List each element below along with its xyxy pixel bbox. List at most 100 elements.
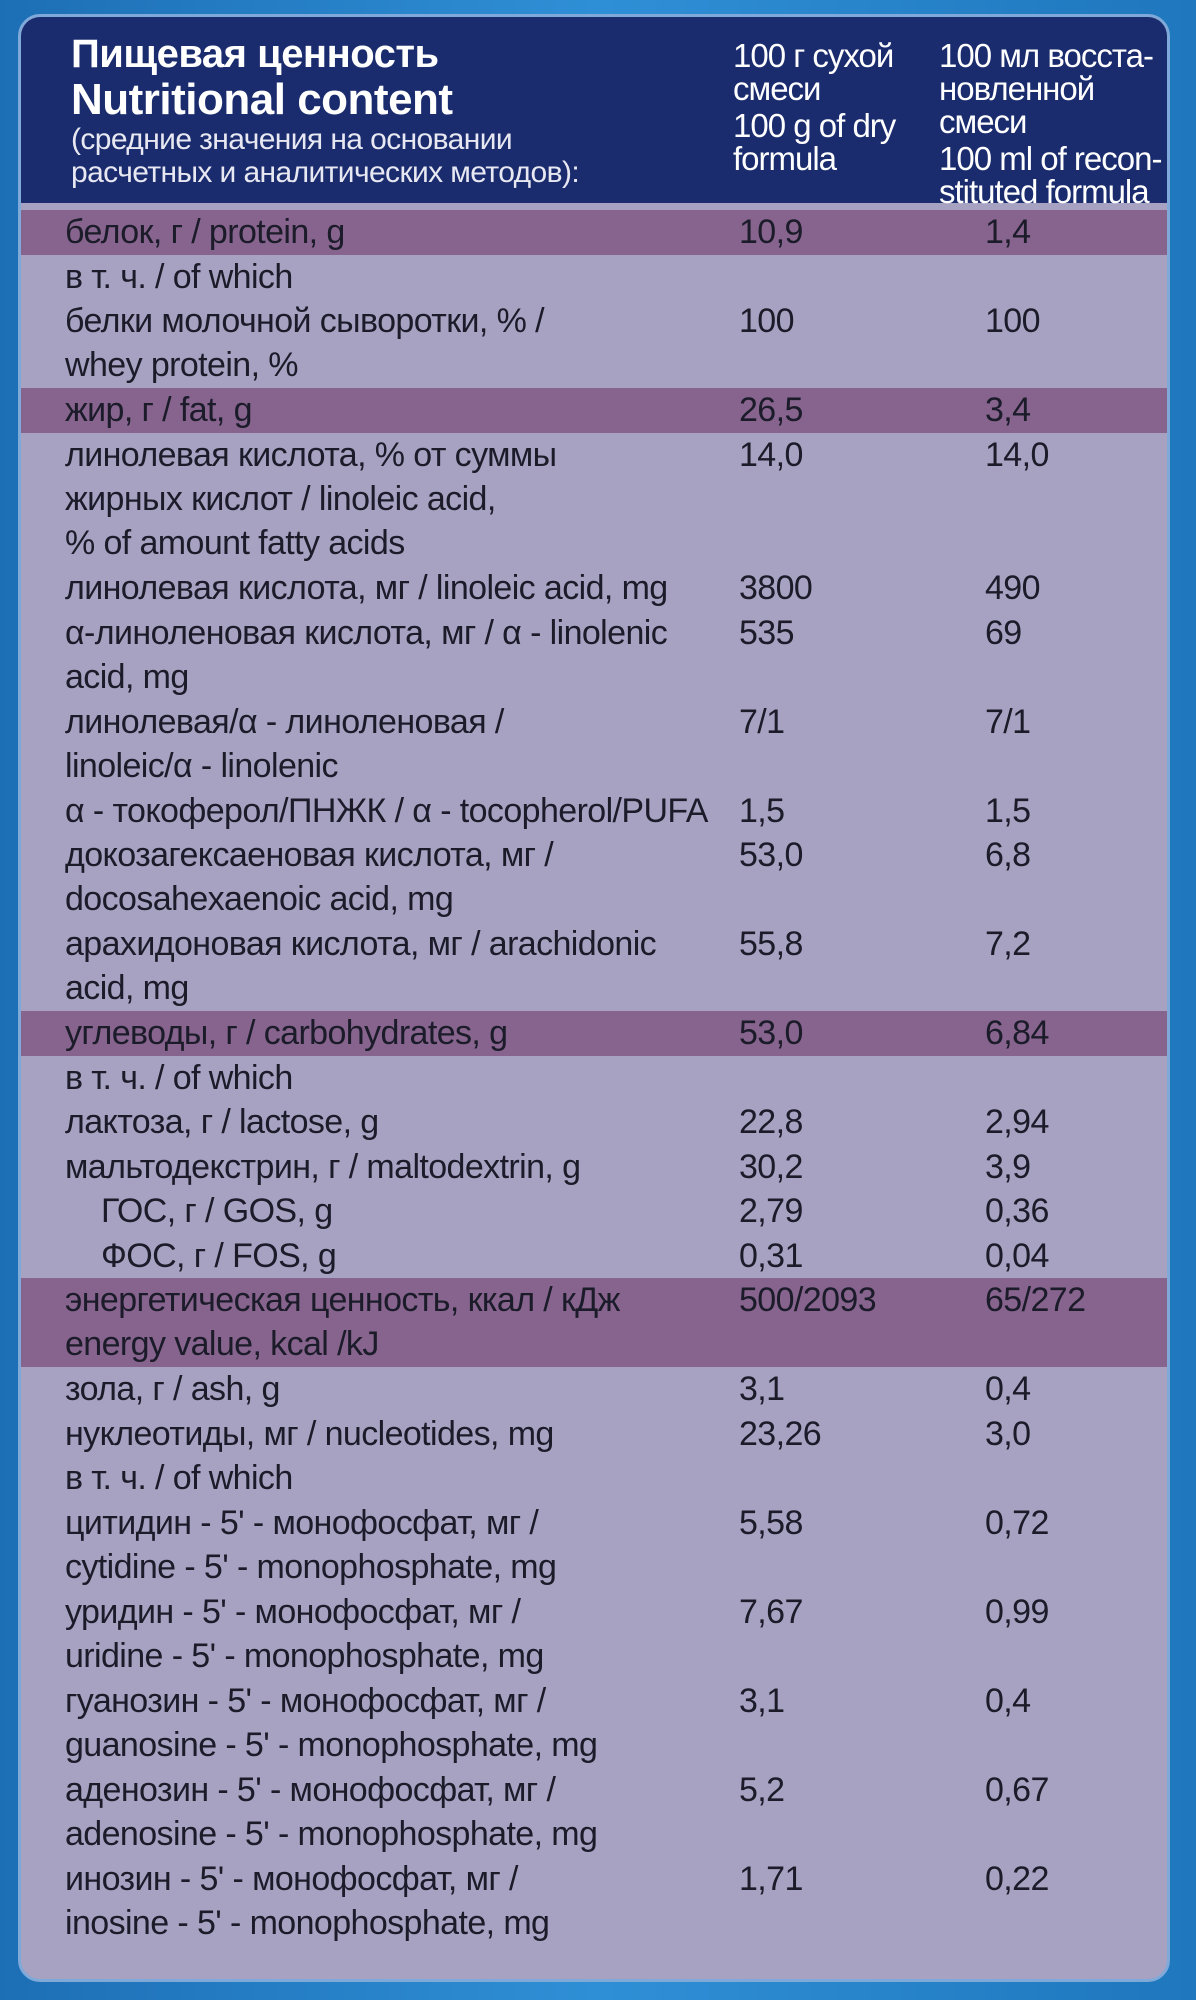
column-header-reconstituted: 100 мл восста- новленной смеси 100 ml of…: [939, 37, 1167, 208]
row-label-line: energy value, kcal /kJ: [65, 1325, 379, 1363]
value-dry: 500/2093: [739, 1281, 877, 1319]
table-row: в т. ч. / of which: [21, 1056, 1167, 1101]
value-reconstituted: 6,8: [985, 836, 1031, 874]
value-reconstituted: 3,0: [985, 1414, 1031, 1453]
table-row: зола, г / ash, g 3,1 0,4: [21, 1367, 1167, 1412]
row-label: зола, г / ash, g: [65, 1367, 745, 1411]
nutrition-panel: Пищевая ценность Nutritional content (ср…: [18, 14, 1170, 1982]
row-label-line: % of amount fatty acids: [65, 523, 405, 562]
row-label-line: uridine - 5' - monophosphate, mg: [65, 1636, 544, 1675]
row-label: уридин - 5' - монофосфат, мг / uridine - …: [65, 1590, 745, 1678]
row-label-line: жирных кислот / linoleic acid,: [65, 479, 496, 518]
row-label: инозин - 5' - монофосфат, мг / inosine - …: [65, 1857, 745, 1945]
row-label: линолевая кислота, мг / linoleic acid, m…: [65, 566, 745, 610]
value-dry: 53,0: [739, 1014, 803, 1052]
value-dry: 2,79: [739, 1192, 803, 1230]
value-reconstituted: 490: [985, 569, 1041, 607]
row-label-line: α - токоферол/ПНЖК / α - tocopherol/PUFA: [65, 791, 708, 830]
row-label-line: adenosine - 5' - monophosphate, mg: [65, 1814, 598, 1853]
value-reconstituted: 3,4: [985, 391, 1031, 429]
row-label-line: α-линоленовая кислота, мг / α - linoleni…: [65, 613, 668, 652]
value-reconstituted: 1,5: [985, 791, 1031, 830]
row-label-line: линолевая/α - линоленовая /: [65, 702, 504, 741]
row-label-line: арахидоновая кислота, мг / arachidonic: [65, 925, 657, 963]
row-label-line: белок, г / protein, g: [65, 213, 345, 251]
row-label-line: мальтодекстрин, г / maltodextrin, g: [65, 1147, 581, 1186]
value-dry: 22,8: [739, 1103, 803, 1141]
row-label-line: acid, mg: [65, 657, 189, 696]
value-dry: 30,2: [739, 1147, 803, 1186]
table-row: в т. ч. / of which: [21, 255, 1167, 300]
value-dry: 7,67: [739, 1592, 803, 1631]
row-label-line: линолевая кислота, мг / linoleic acid, m…: [65, 569, 668, 607]
col2-en-1: 100 ml of recon-: [939, 140, 1162, 177]
value-reconstituted: 100: [985, 302, 1041, 340]
table-row: мальтодекстрин, г / maltodextrin, g 30,2 3…: [21, 1145, 1167, 1190]
value-dry: 53,0: [739, 836, 803, 874]
row-label-line: acid, mg: [65, 969, 189, 1007]
table-row: уридин - 5' - монофосфат, мг / uridine - …: [21, 1590, 1167, 1679]
value-reconstituted: 0,67: [985, 1770, 1049, 1809]
row-label-line: углеводы, г / carbohydrates, g: [65, 1014, 508, 1052]
row-label-line: цитидин - 5' - монофосфат, мг /: [65, 1503, 539, 1542]
table-row: α-линоленовая кислота, мг / α - linoleni…: [21, 611, 1167, 700]
table-row: линолевая кислота, мг / linoleic acid, m…: [21, 566, 1167, 611]
value-reconstituted: 0,36: [985, 1192, 1049, 1230]
table-row: аденозин - 5' - монофосфат, мг / adenosin…: [21, 1768, 1167, 1857]
value-dry: 55,8: [739, 925, 803, 963]
row-label-line: в т. ч. / of which: [65, 1058, 293, 1097]
row-label-line: лактоза, г / lactose, g: [65, 1103, 379, 1141]
value-dry: 26,5: [739, 391, 803, 429]
title-en: Nutritional content: [71, 75, 453, 124]
value-dry: 5,58: [739, 1503, 803, 1542]
row-label-line: гуанозин - 5' - монофосфат, мг /: [65, 1681, 546, 1720]
row-label: углеводы, г / carbohydrates, g: [65, 1011, 745, 1055]
table-row: инозин - 5' - монофосфат, мг / inosine - …: [21, 1857, 1167, 1946]
row-label: α - токоферол/ПНЖК / α - tocopherol/PUFA: [65, 789, 745, 833]
row-label: жир, г / fat, g: [65, 388, 745, 432]
row-label-line: инозин - 5' - монофосфат, мг /: [65, 1859, 518, 1898]
value-reconstituted: 65/272: [985, 1281, 1086, 1319]
value-dry: 0,31: [739, 1236, 803, 1275]
row-label: арахидоновая кислота, мг / arachidonic ac…: [65, 922, 745, 1010]
value-dry: 5,2: [739, 1770, 785, 1809]
value-reconstituted: 0,72: [985, 1503, 1049, 1542]
value-dry: 1,71: [739, 1859, 803, 1898]
value-dry: 10,9: [739, 213, 803, 251]
table-row: нуклеотиды, мг / nucleotides, mg 23,26 3,0: [21, 1412, 1167, 1457]
row-label-line: энергетическая ценность, ккал / кДж: [65, 1281, 620, 1319]
value-dry: 3,1: [739, 1681, 785, 1720]
row-label-line: docosahexaenoic acid, mg: [65, 880, 454, 918]
nutrition-header: Пищевая ценность Nutritional content (ср…: [21, 17, 1167, 208]
value-dry: 7/1: [739, 702, 785, 741]
row-label-line: в т. ч. / of which: [65, 1459, 293, 1497]
value-dry: 1,5: [739, 791, 785, 830]
note-line-2: расчетных и аналитических методов):: [71, 156, 580, 189]
row-label-line: зола, г / ash, g: [65, 1370, 280, 1408]
table-row: белки молочной сыворотки, % / whey protei…: [21, 299, 1167, 388]
row-label: докозагексаеновая кислота, мг / docosahex…: [65, 833, 745, 921]
row-label-line: whey protein, %: [65, 346, 299, 384]
row-label-line: белки молочной сыворотки, % /: [65, 302, 545, 340]
value-dry: 23,26: [739, 1414, 822, 1453]
row-label-line: ФОС, г / FOS, g: [101, 1236, 337, 1275]
col2-ru-1: 100 мл восста-: [939, 37, 1154, 74]
table-row: линолевая/α - линоленовая / linoleic/α - …: [21, 700, 1167, 789]
row-label-line: linoleic/α - linolenic: [65, 746, 339, 785]
col1-ru-2: смеси: [733, 70, 821, 107]
column-header-dry: 100 г сухой смеси 100 g of dry formula: [733, 39, 933, 175]
value-reconstituted: 0,22: [985, 1859, 1049, 1898]
value-reconstituted: 0,99: [985, 1592, 1049, 1631]
row-label: белок, г / protein, g: [65, 210, 745, 254]
row-label: нуклеотиды, мг / nucleotides, mg: [65, 1412, 745, 1456]
row-label: цитидин - 5' - монофосфат, мг / cytidine …: [65, 1501, 745, 1589]
table-row: лактоза, г / lactose, g 22,8 2,94: [21, 1100, 1167, 1145]
col1-ru-1: 100 г сухой: [733, 37, 894, 74]
row-label-line: аденозин - 5' - монофосфат, мг /: [65, 1770, 556, 1809]
row-label-line: ГОС, г / GOS, g: [101, 1192, 333, 1230]
table-row: энергетическая ценность, ккал / кДж energ…: [21, 1278, 1167, 1367]
row-label: аденозин - 5' - монофосфат, мг / adenosin…: [65, 1768, 745, 1856]
row-label: ГОС, г / GOS, g: [101, 1189, 781, 1233]
row-label: энергетическая ценность, ккал / кДж energ…: [65, 1278, 745, 1366]
row-label: в т. ч. / of which: [65, 1456, 745, 1500]
